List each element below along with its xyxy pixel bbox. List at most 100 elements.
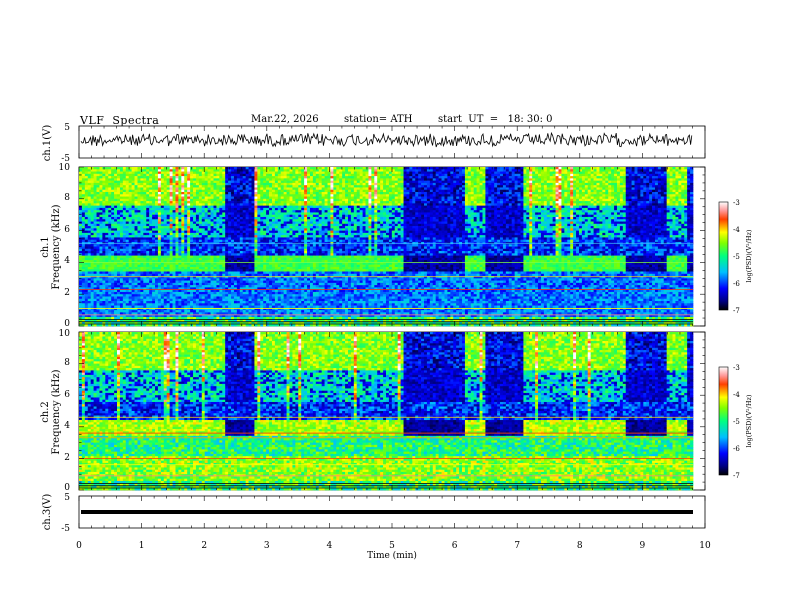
spectrogram-cell <box>257 296 261 300</box>
spectrogram-cell <box>131 216 135 220</box>
spectrogram-cell <box>239 201 244 204</box>
spectrogram-cell <box>175 216 179 220</box>
spectrogram-cell <box>157 226 162 229</box>
spectrogram-cell <box>96 262 100 266</box>
spectrogram-cell <box>271 278 276 281</box>
spectrogram-cell <box>96 305 100 309</box>
spectrogram-cell <box>172 230 176 234</box>
spectrogram-cell <box>111 298 115 302</box>
spectrogram-cell <box>198 251 203 254</box>
spectrogram-cell <box>187 301 191 304</box>
spectrogram-cell <box>140 187 144 191</box>
spectrogram-cell <box>169 273 173 277</box>
spectrogram-cell <box>157 178 162 181</box>
spectrogram-cell <box>213 178 217 181</box>
spectrogram-cell <box>160 235 165 238</box>
spectrogram-cell <box>163 171 168 175</box>
spectrogram-cell <box>90 187 94 191</box>
spectrogram-cell <box>108 244 112 247</box>
spectrogram-cell <box>155 276 159 279</box>
spectrogram-cell <box>119 169 124 172</box>
spectrogram-cell <box>137 173 141 177</box>
spectrogram-cell <box>122 203 127 206</box>
spectrogram-cell <box>184 260 188 263</box>
spectrogram-cell <box>198 176 203 179</box>
spectrogram-cell <box>254 201 258 204</box>
spectrogram-cell <box>178 178 182 181</box>
spectrogram-cell <box>93 173 97 177</box>
spectrogram-cell <box>152 310 156 313</box>
spectrogram-cell <box>96 323 100 327</box>
spectrogram-cell <box>225 303 229 306</box>
spectrogram-cell <box>160 266 165 270</box>
spectrogram-cell <box>140 321 144 325</box>
ch1-voltage-ticks <box>78 126 706 158</box>
spectrogram-cell <box>81 187 86 191</box>
spectrogram-cell <box>204 271 208 275</box>
spectrogram-cell <box>184 273 188 277</box>
spectrogram-cell <box>195 171 200 175</box>
spectrogram-cell <box>105 232 109 236</box>
spectrogram-cell <box>155 196 159 200</box>
spectrogram-cell <box>271 251 276 254</box>
spectrogram-cell <box>102 244 106 247</box>
spectrogram-cell <box>260 196 264 200</box>
spectrogram-cell <box>157 319 162 322</box>
spectrogram-cell <box>122 301 127 304</box>
spectrogram-cell <box>184 169 188 172</box>
spectrogram-cell <box>257 221 261 225</box>
spectrogram-cell <box>181 239 185 243</box>
spectrogram-cell <box>233 278 238 281</box>
spectrogram-cell <box>213 191 217 195</box>
spectrogram-cell <box>207 178 211 181</box>
spectrogram-cell <box>210 198 214 202</box>
spectrogram-cell <box>96 310 100 313</box>
spectrogram-cell <box>280 253 285 256</box>
spectrogram-cell <box>149 246 153 250</box>
spectrogram-cell <box>248 296 252 300</box>
spectrogram-cell <box>248 303 252 306</box>
spectrogram-cell <box>114 191 118 195</box>
spectrogram-cell <box>201 189 206 193</box>
spectrogram-cell <box>87 298 92 302</box>
spectrogram-cell <box>222 301 226 304</box>
spectrogram-cell <box>204 239 208 243</box>
spectrogram-cell <box>178 266 182 270</box>
spectrogram-cell <box>210 312 214 315</box>
spectrogram-cell <box>134 266 138 270</box>
spectrogram-cell <box>134 278 138 281</box>
spectrogram-cell <box>131 171 135 175</box>
spectrogram-cell <box>201 323 206 327</box>
spectrogram-cell <box>190 191 194 195</box>
spectrogram-cell <box>193 223 197 227</box>
spectrogram-cell <box>254 264 258 268</box>
spectrogram-cell <box>146 262 150 266</box>
spectrogram-cell <box>117 205 121 209</box>
spectrogram-cell <box>172 194 176 197</box>
spectrogram-cell <box>134 269 138 272</box>
spectrogram-cell <box>207 255 211 259</box>
spectrogram-cell <box>210 185 214 188</box>
spectrogram-cell <box>117 189 121 193</box>
spectrogram-cell <box>239 298 244 302</box>
spectrogram-cell <box>239 312 244 315</box>
spectrogram-cell <box>271 167 276 170</box>
spectrogram-cell <box>242 287 246 291</box>
spectrogram-cell <box>266 269 270 272</box>
spectrogram-cell <box>157 171 162 175</box>
spectrogram-cell <box>239 246 244 250</box>
spectrogram-cell <box>195 291 200 295</box>
spectrogram-cell <box>122 201 127 204</box>
spectrogram-cell <box>117 251 121 254</box>
spectrogram-cell <box>207 182 211 186</box>
spectrogram-cell <box>216 182 220 186</box>
spectrogram-cell <box>193 235 197 238</box>
spectrogram-cell <box>274 235 279 238</box>
spectrogram-cell <box>125 321 130 325</box>
spectrogram-cell <box>184 248 188 252</box>
spectrogram-cell <box>242 253 246 256</box>
spectrogram-cell <box>193 257 197 261</box>
spectrogram-cell <box>140 323 144 327</box>
spectrogram-cell <box>87 314 92 318</box>
spectrogram-cell <box>198 207 203 211</box>
